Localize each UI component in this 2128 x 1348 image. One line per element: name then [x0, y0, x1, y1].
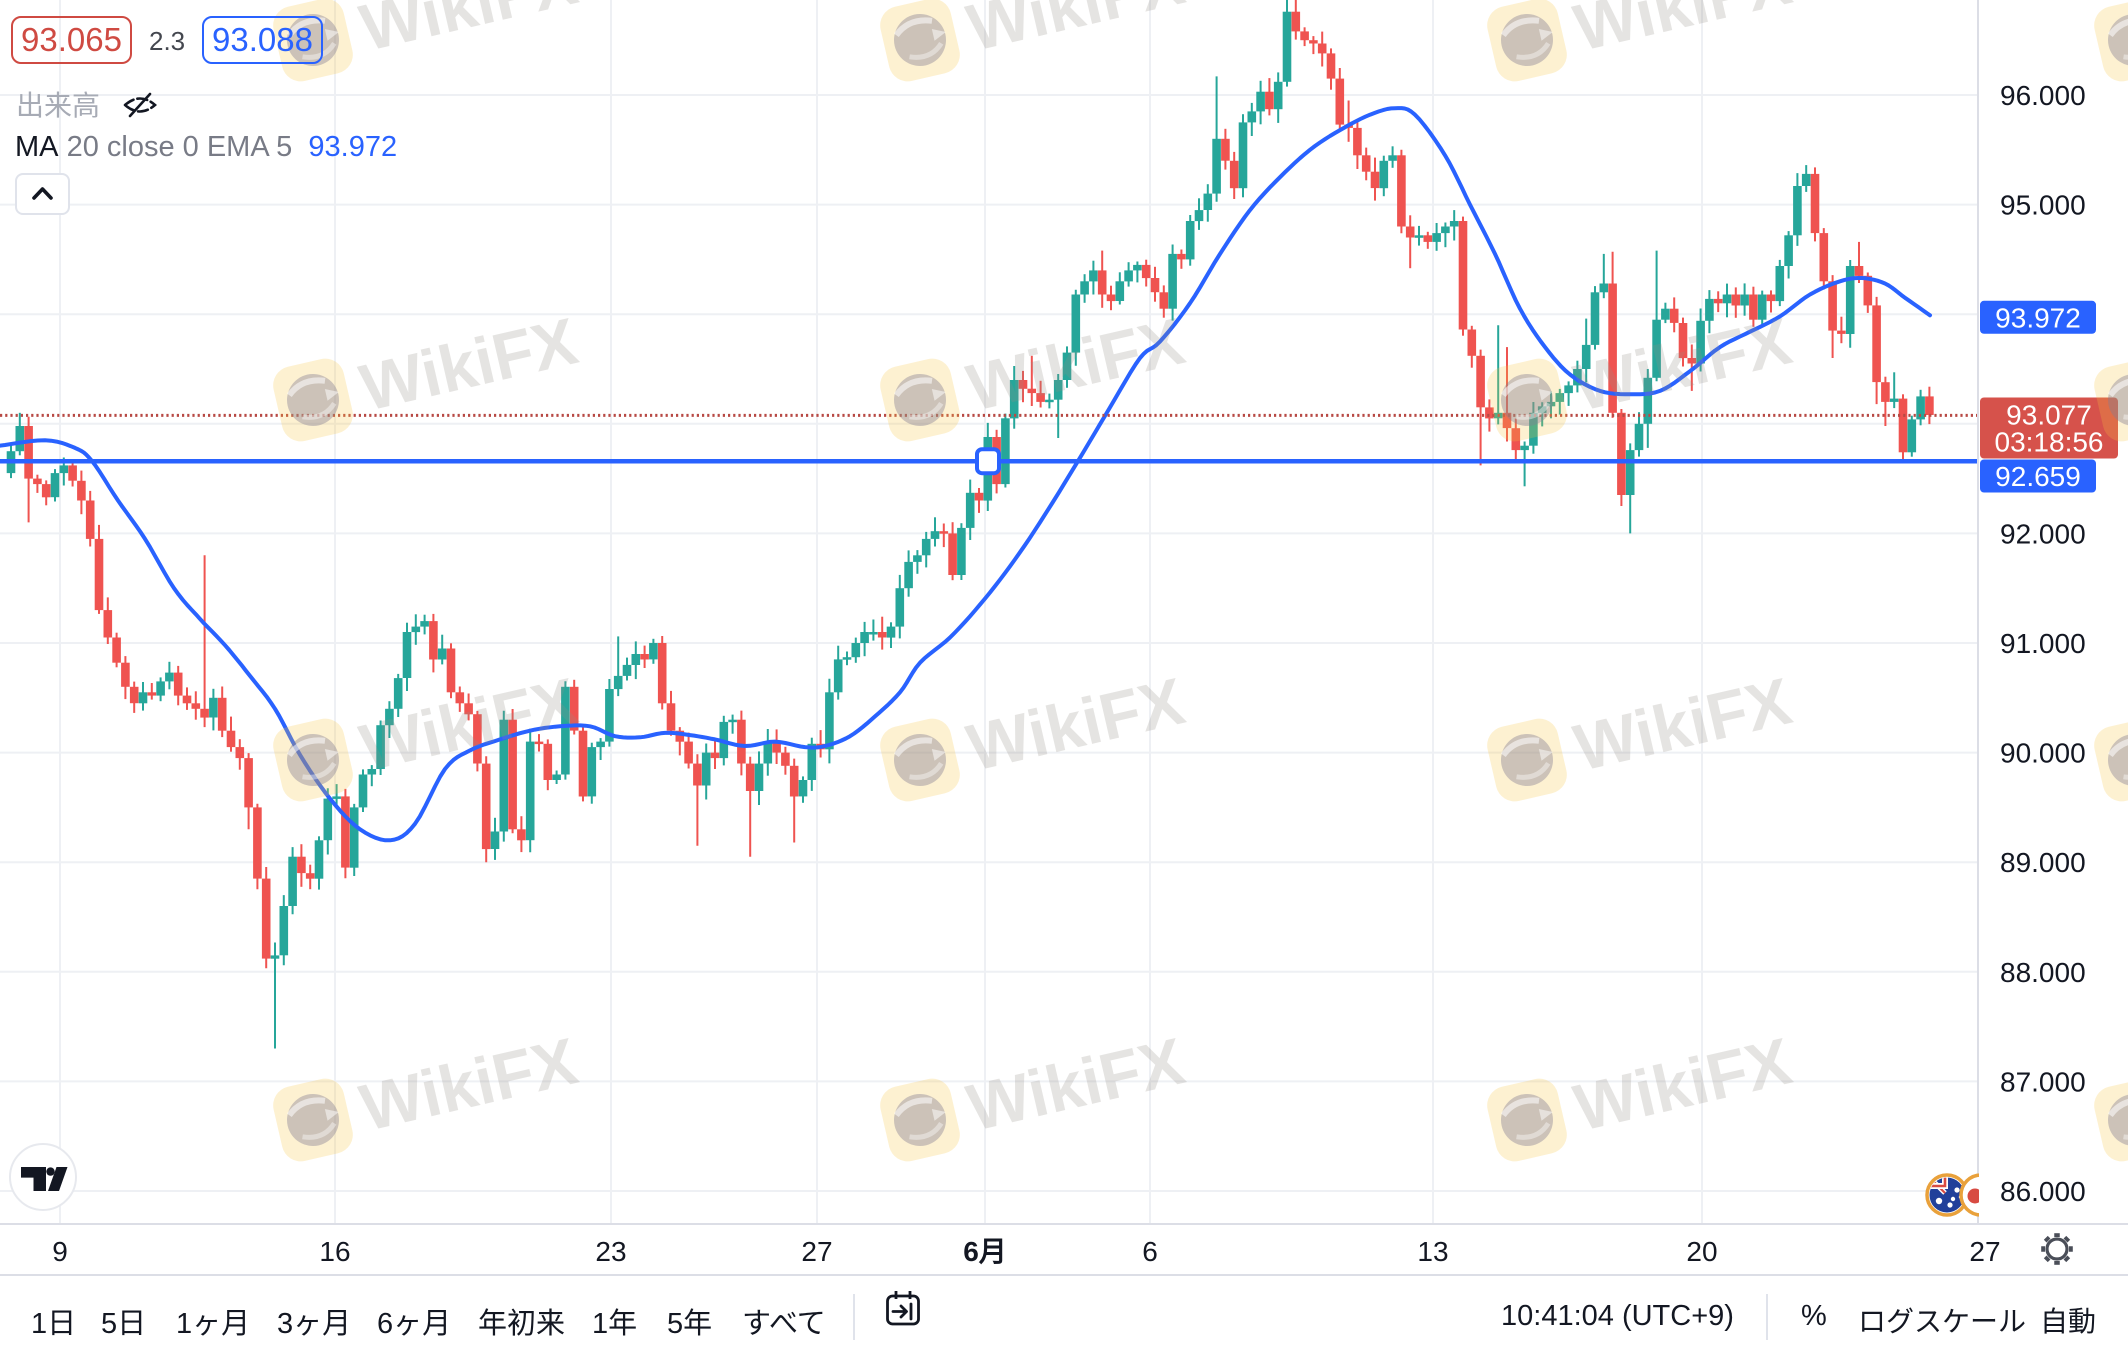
svg-text:WikiFX: WikiFX [353, 0, 583, 65]
svg-text:95.000: 95.000 [2000, 190, 2086, 221]
svg-text:6月: 6月 [963, 1236, 1007, 1267]
svg-text:9: 9 [52, 1236, 68, 1267]
svg-text:03:18:56: 03:18:56 [1995, 427, 2104, 458]
svg-text:WikiFX: WikiFX [353, 303, 583, 424]
svg-text:13: 13 [1417, 1236, 1448, 1267]
svg-text:WikiFX: WikiFX [1567, 0, 1797, 65]
svg-text:27: 27 [1969, 1236, 2000, 1267]
svg-text:90.000: 90.000 [2000, 738, 2086, 769]
svg-text:88.000: 88.000 [2000, 957, 2086, 988]
svg-text:20: 20 [1686, 1236, 1717, 1267]
svg-text:WikiFX: WikiFX [960, 1023, 1190, 1144]
svg-text:92.659: 92.659 [1995, 461, 2081, 492]
svg-text:93.972: 93.972 [1995, 302, 2081, 333]
svg-text:6: 6 [1142, 1236, 1158, 1267]
svg-text:WikiFX: WikiFX [353, 1023, 583, 1144]
svg-text:WikiFX: WikiFX [960, 663, 1190, 784]
svg-text:WikiFX: WikiFX [960, 0, 1190, 65]
svg-text:93.077: 93.077 [2006, 400, 2092, 431]
svg-text:16: 16 [319, 1236, 350, 1267]
svg-text:23: 23 [595, 1236, 626, 1267]
svg-text:87.000: 87.000 [2000, 1066, 2086, 1097]
svg-text:92.000: 92.000 [2000, 518, 2086, 549]
svg-text:27: 27 [801, 1236, 832, 1267]
svg-text:86.000: 86.000 [2000, 1176, 2086, 1207]
svg-text:91.000: 91.000 [2000, 628, 2086, 659]
svg-text:96.000: 96.000 [2000, 80, 2086, 111]
svg-text:WikiFX: WikiFX [1567, 1023, 1797, 1144]
svg-text:89.000: 89.000 [2000, 847, 2086, 878]
svg-text:WikiFX: WikiFX [1567, 663, 1797, 784]
